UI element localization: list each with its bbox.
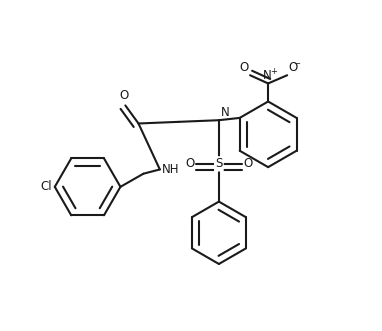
Text: O: O [239, 61, 248, 73]
Text: O: O [289, 61, 298, 73]
Text: +: + [270, 67, 277, 76]
Text: O: O [243, 157, 253, 170]
Text: NH: NH [162, 163, 179, 176]
Text: S: S [215, 157, 223, 170]
Text: Cl: Cl [40, 180, 52, 193]
Text: O: O [185, 157, 194, 170]
Text: N: N [220, 106, 229, 118]
Text: N: N [263, 69, 272, 82]
Text: O: O [119, 89, 128, 102]
Text: −: − [293, 59, 300, 68]
